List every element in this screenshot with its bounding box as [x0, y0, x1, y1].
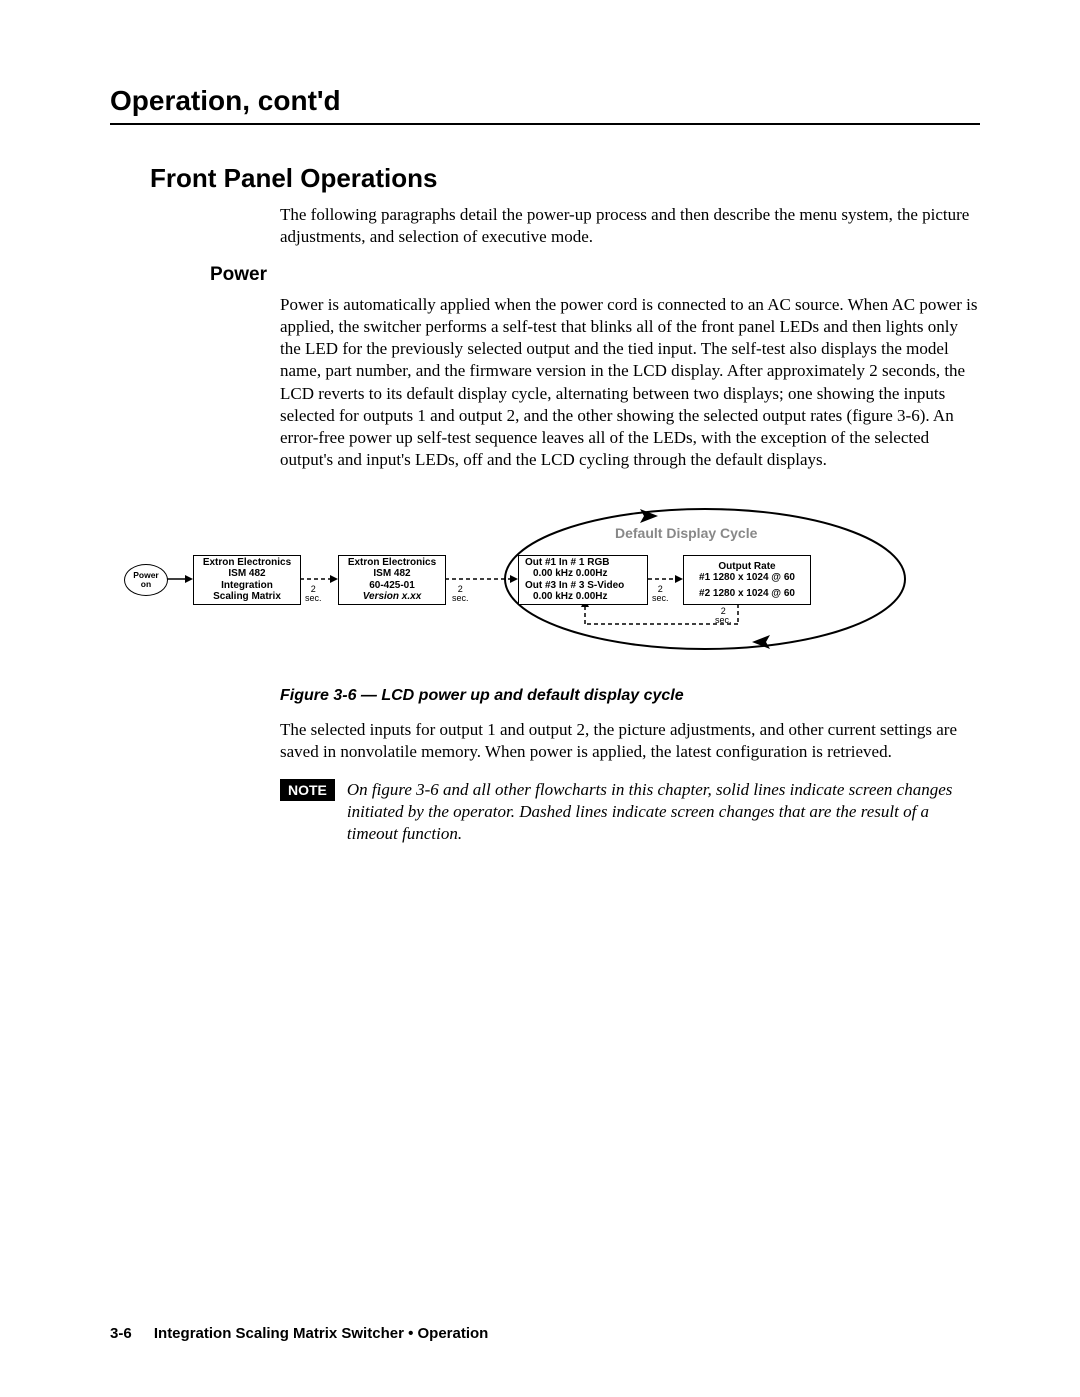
lcd-line: Version x.xx [343, 591, 441, 603]
page-footer: 3-6 Integration Scaling Matrix Switcher … [110, 1325, 488, 1342]
lcd-box-3: Out #1 In # 1 RGB 0.00 kHz 0.00Hz Out #3… [518, 555, 648, 605]
after-figure-paragraph: The selected inputs for output 1 and out… [280, 719, 980, 763]
lcd-box-2: Extron Electronics ISM 482 60-425-01 Ver… [338, 555, 446, 605]
default-cycle-label: Default Display Cycle [615, 525, 757, 541]
delay-4: 2 sec. [715, 607, 732, 625]
lcd-line: Extron Electronics [198, 557, 296, 569]
lcd-line: Output Rate [688, 561, 806, 573]
chapter-title: Operation, cont'd [110, 85, 980, 117]
lcd-line: Integration [198, 580, 296, 592]
intro-paragraph: The following paragraphs detail the powe… [280, 204, 980, 248]
power-on-label: Power on [133, 571, 159, 588]
lcd-line: ISM 482 [343, 568, 441, 580]
lcd-line: Scaling Matrix [198, 591, 296, 603]
lcd-line: Extron Electronics [343, 557, 441, 569]
lcd-line: 0.00 kHz 0.00Hz [525, 568, 643, 580]
figure-caption: Figure 3-6 — LCD power up and default di… [280, 687, 980, 705]
power-paragraph: Power is automatically applied when the … [280, 294, 980, 471]
delay-1: 2 sec. [305, 585, 322, 603]
power-heading: Power [210, 264, 980, 286]
note-badge: NOTE [280, 779, 335, 801]
figure-lcd-cycle: Power on Extron Electronics ISM 482 Inte… [110, 489, 980, 669]
lcd-box-4: Output Rate #1 1280 x 1024 @ 60 #2 1280 … [683, 555, 811, 605]
lcd-line: ISM 482 [198, 568, 296, 580]
note-text: On figure 3-6 and all other flowcharts i… [347, 779, 980, 845]
delay-2: 2 sec. [452, 585, 469, 603]
lcd-line: Out #1 In # 1 RGB [525, 557, 643, 569]
delay-3: 2 sec. [652, 585, 669, 603]
lcd-line: 60-425-01 [343, 580, 441, 592]
lcd-line: Out #3 In # 3 S-Video [525, 580, 643, 592]
lcd-line: 0.00 kHz 0.00Hz [525, 591, 643, 603]
lcd-line: #1 1280 x 1024 @ 60 [688, 572, 806, 584]
section-title: Front Panel Operations [150, 163, 980, 194]
title-rule [110, 123, 980, 125]
footer-page-number: 3-6 [110, 1325, 132, 1342]
lcd-box-1: Extron Electronics ISM 482 Integration S… [193, 555, 301, 605]
note-block: NOTE On figure 3-6 and all other flowcha… [280, 779, 980, 845]
power-on-bubble: Power on [124, 564, 168, 596]
footer-title: Integration Scaling Matrix Switcher • Op… [154, 1325, 488, 1342]
lcd-line: #2 1280 x 1024 @ 60 [688, 588, 806, 600]
